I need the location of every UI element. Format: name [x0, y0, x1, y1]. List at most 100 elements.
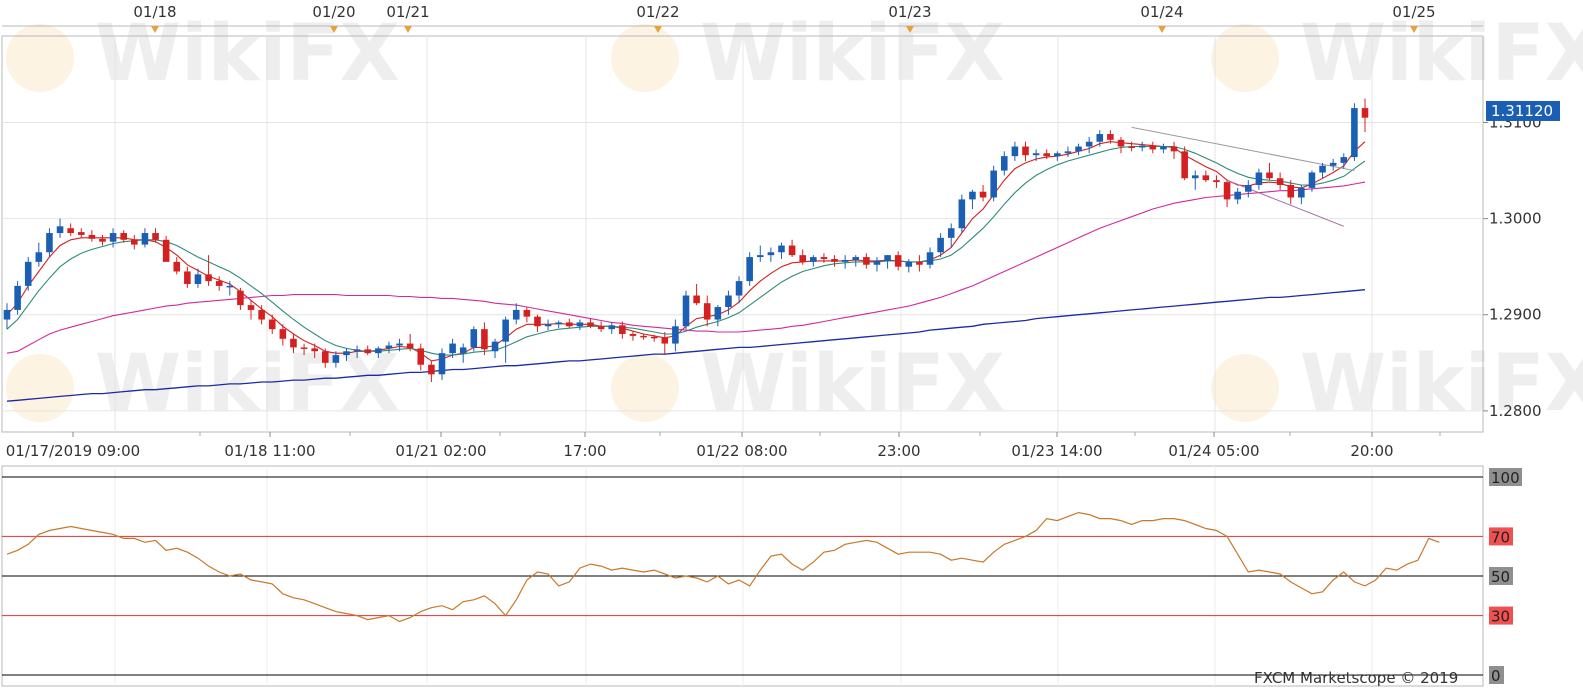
- candle: [99, 234, 106, 246]
- candle: [502, 316, 509, 363]
- candle: [343, 348, 350, 361]
- candle: [1000, 151, 1008, 176]
- candle: [1202, 170, 1210, 183]
- candle-body: [438, 353, 446, 375]
- candle: [1181, 146, 1188, 181]
- watermark-text: WikiFX: [95, 339, 400, 429]
- candle: [534, 314, 541, 333]
- candle-body: [428, 364, 435, 375]
- candle-body: [184, 271, 191, 284]
- candle-body: [194, 274, 202, 284]
- candle-body: [926, 252, 934, 265]
- candle: [268, 314, 276, 334]
- candle-body: [1160, 146, 1167, 150]
- candle-body: [258, 309, 265, 320]
- candle-body: [77, 232, 85, 235]
- price-grid: [1, 35, 1484, 433]
- candle-body: [1202, 175, 1210, 181]
- candle-body: [682, 295, 690, 327]
- candle: [629, 331, 637, 341]
- session-axis: 01/18 01/20 01/21 01/22 01/23 01/24 01/25: [2, 3, 1483, 33]
- candle: [247, 300, 255, 320]
- candle: [1043, 149, 1051, 160]
- candle: [1149, 141, 1157, 154]
- candle-body: [1043, 153, 1051, 157]
- candle-body: [1054, 153, 1061, 157]
- candle-body: [1351, 108, 1358, 158]
- candle-body: [597, 326, 605, 330]
- candle: [916, 255, 923, 272]
- candle-body: [788, 245, 796, 256]
- candle-body: [1223, 182, 1231, 200]
- candle-body: [640, 335, 647, 338]
- candle: [1266, 162, 1273, 181]
- session-marker-icon: [1410, 26, 1418, 33]
- session-label: 01/25: [1392, 3, 1435, 21]
- candle: [1329, 159, 1337, 171]
- candle: [1308, 170, 1316, 192]
- candle-body: [24, 261, 32, 286]
- time-axis: 01/17/2019 09:00 01/18 11:00 01/21 02:00 17…: [6, 432, 1441, 460]
- candle: [428, 360, 435, 383]
- candle-body: [502, 319, 509, 342]
- candle: [14, 281, 21, 315]
- candle-body: [587, 322, 594, 327]
- candle-body: [1191, 175, 1199, 179]
- candle: [237, 287, 244, 310]
- candle-body: [873, 260, 881, 265]
- candle-body: [544, 324, 552, 327]
- candle: [332, 351, 340, 368]
- oscillator-line: [6, 511, 1440, 623]
- candle: [1011, 141, 1019, 161]
- candle-body: [767, 252, 775, 256]
- candle: [88, 230, 96, 242]
- candle-body: [99, 238, 106, 242]
- candle-body: [459, 347, 467, 354]
- candle: [438, 348, 446, 381]
- oscillator-level-label: 50: [1491, 568, 1510, 586]
- candle: [1213, 175, 1220, 188]
- candle: [544, 319, 552, 331]
- candle-body: [799, 255, 806, 262]
- candle: [481, 322, 488, 356]
- candle: [831, 255, 838, 267]
- credit-label: FXCM Marketscope © 2019: [1254, 669, 1458, 687]
- candle: [470, 326, 478, 352]
- candle-body: [88, 234, 96, 239]
- session-marker-icon: [906, 26, 914, 33]
- candle: [640, 333, 647, 340]
- watermark-text: WikiFX: [1300, 9, 1583, 99]
- oscillator-level-badge: [1489, 527, 1513, 546]
- watermark-text: WikiFX: [700, 9, 1005, 99]
- candle: [1170, 141, 1178, 160]
- candle-body: [1308, 172, 1316, 188]
- moving-average-line: [6, 145, 1366, 356]
- candle-body: [841, 259, 849, 262]
- candle: [788, 239, 796, 258]
- session-label: 01/21: [386, 3, 429, 21]
- wikifx-logo-icon: [611, 354, 679, 422]
- candle: [1160, 143, 1167, 154]
- candle: [1276, 172, 1284, 190]
- candle: [184, 266, 191, 288]
- candle: [767, 247, 775, 262]
- oscillator-level-badge: [1489, 468, 1522, 486]
- candle: [141, 228, 149, 248]
- candle-body: [1298, 187, 1305, 198]
- candle-body: [1064, 151, 1072, 154]
- candle-body: [152, 233, 159, 240]
- session-label: 01/23: [888, 3, 931, 21]
- oscillator-level-label: 0: [1491, 667, 1501, 685]
- candle: [3, 303, 11, 330]
- candle-body: [3, 309, 11, 320]
- candle-body: [629, 333, 637, 336]
- candle-body: [226, 285, 234, 288]
- candle: [969, 189, 976, 210]
- candle: [300, 343, 308, 356]
- candle-body: [279, 329, 287, 339]
- candle-body: [1138, 145, 1146, 148]
- time-tick-label: 23:00: [877, 442, 920, 460]
- candle-body: [268, 319, 276, 330]
- session-marker-icon: [654, 26, 662, 33]
- session-label: 01/18: [133, 3, 176, 21]
